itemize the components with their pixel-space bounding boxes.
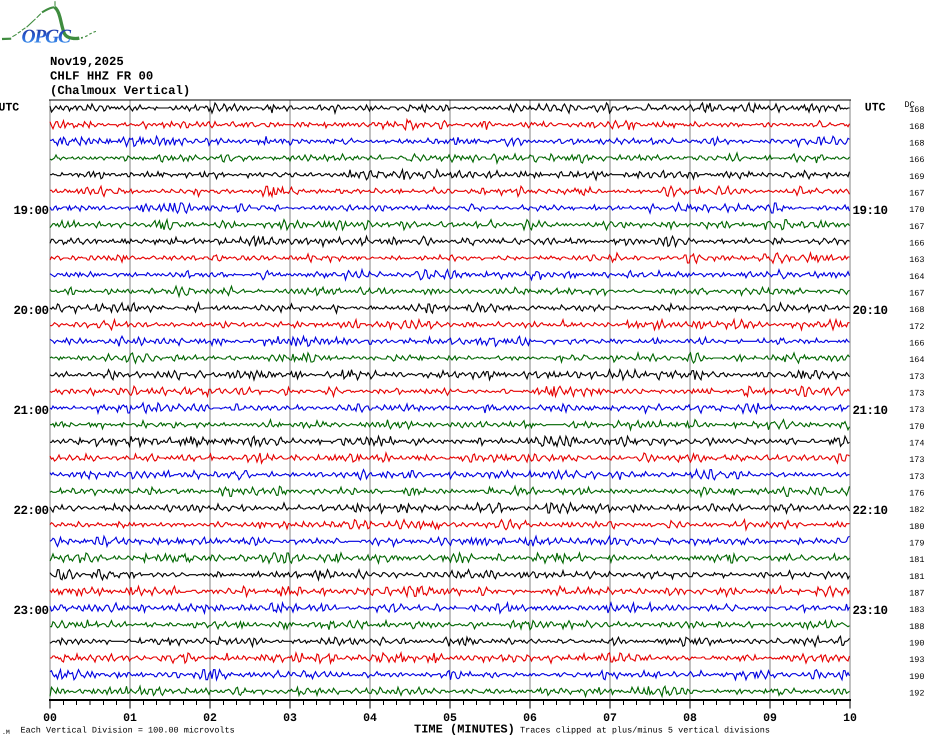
svg-text:21:00: 21:00 — [13, 404, 48, 418]
svg-text:168: 168 — [909, 105, 924, 115]
svg-text:172: 172 — [909, 322, 924, 332]
svg-text:173: 173 — [909, 372, 924, 382]
svg-text:176: 176 — [909, 489, 924, 499]
svg-text:169: 169 — [909, 172, 924, 182]
svg-text:168: 168 — [909, 305, 924, 315]
svg-text:08: 08 — [683, 712, 697, 725]
svg-text:179: 179 — [909, 539, 924, 549]
svg-text:192: 192 — [909, 689, 924, 699]
svg-text:00: 00 — [43, 712, 57, 725]
svg-text:01: 01 — [123, 712, 137, 725]
svg-text:02: 02 — [203, 712, 217, 725]
svg-text:167: 167 — [909, 222, 924, 232]
svg-text:190: 190 — [909, 639, 924, 649]
svg-text:23:00: 23:00 — [13, 604, 48, 618]
svg-text:Nov19,2025: Nov19,2025 — [50, 55, 124, 69]
svg-text:166: 166 — [909, 339, 924, 349]
svg-text:22:10: 22:10 — [853, 504, 888, 518]
svg-text:180: 180 — [909, 522, 924, 532]
svg-text:OPGC: OPGC — [22, 27, 72, 48]
svg-text:Traces clipped at plus/minus 5: Traces clipped at plus/minus 5 vertical … — [520, 726, 770, 736]
svg-text:174: 174 — [909, 439, 924, 449]
svg-text:166: 166 — [909, 239, 924, 249]
svg-text:04: 04 — [363, 712, 377, 725]
svg-text:19:10: 19:10 — [853, 204, 888, 218]
svg-text:09: 09 — [763, 712, 777, 725]
svg-text:07: 07 — [603, 712, 617, 725]
svg-text:UTC: UTC — [865, 101, 886, 114]
svg-text:UTC: UTC — [0, 102, 19, 115]
svg-text:193: 193 — [909, 655, 924, 665]
svg-text:166: 166 — [909, 155, 924, 165]
svg-text:173: 173 — [909, 472, 924, 482]
svg-text:170: 170 — [909, 422, 924, 432]
svg-text:20:00: 20:00 — [13, 304, 48, 318]
svg-text:164: 164 — [909, 355, 924, 365]
svg-text:181: 181 — [909, 572, 924, 582]
svg-text:167: 167 — [909, 189, 924, 199]
svg-text:23:10: 23:10 — [853, 604, 888, 618]
svg-text:187: 187 — [909, 589, 924, 599]
svg-text:22:00: 22:00 — [13, 504, 48, 518]
svg-text:170: 170 — [909, 205, 924, 215]
svg-text:10: 10 — [843, 712, 857, 725]
svg-text:168: 168 — [909, 139, 924, 149]
svg-text:181: 181 — [909, 555, 924, 565]
svg-text:182: 182 — [909, 505, 924, 515]
svg-text:168: 168 — [909, 122, 924, 132]
svg-text:173: 173 — [909, 405, 924, 415]
svg-text:183: 183 — [909, 605, 924, 615]
svg-text:167: 167 — [909, 289, 924, 299]
svg-text:CHLF HHZ FR 00: CHLF HHZ FR 00 — [50, 70, 153, 84]
svg-text:DC: DC — [905, 100, 915, 110]
svg-text:21:10: 21:10 — [853, 404, 888, 418]
svg-text:163: 163 — [909, 255, 924, 265]
svg-text:05: 05 — [443, 712, 457, 725]
svg-text:03: 03 — [283, 712, 297, 725]
svg-text:173: 173 — [909, 389, 924, 399]
svg-text:.M: .M — [2, 729, 10, 736]
svg-text:188: 188 — [909, 622, 924, 632]
svg-text:20:10: 20:10 — [853, 304, 888, 318]
svg-text:173: 173 — [909, 455, 924, 465]
svg-text:164: 164 — [909, 272, 924, 282]
svg-text:(Chalmoux Vertical): (Chalmoux Vertical) — [50, 84, 190, 98]
svg-text:06: 06 — [523, 712, 537, 725]
svg-text:TIME (MINUTES): TIME (MINUTES) — [414, 723, 515, 737]
svg-text:190: 190 — [909, 672, 924, 682]
svg-text:Each Vertical Division = 100.: Each Vertical Division = 100.00 microvol… — [21, 726, 235, 736]
svg-text:19:00: 19:00 — [13, 204, 48, 218]
